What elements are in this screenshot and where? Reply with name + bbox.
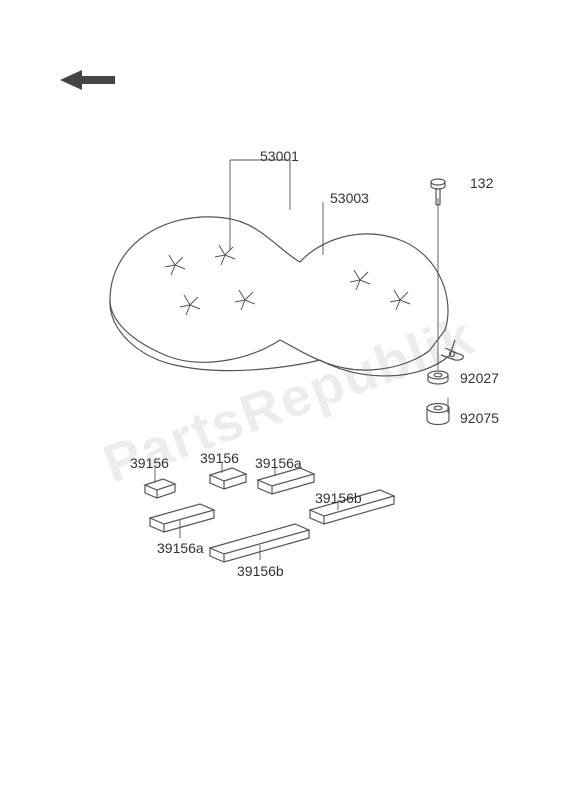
part-label-l_39156b_b: 39156b xyxy=(237,563,284,579)
part-label-l_92075: 92075 xyxy=(460,410,499,426)
part-label-l_53003: 53003 xyxy=(330,190,369,206)
parts-diagram xyxy=(0,0,578,800)
part-label-l_39156b_t: 39156b xyxy=(315,490,362,506)
part-label-l_39156_t2: 39156 xyxy=(200,450,239,466)
part-label-l_53001: 53001 xyxy=(260,148,299,164)
part-label-l_39156a_b: 39156a xyxy=(157,540,204,556)
part-label-l_92027: 92027 xyxy=(460,370,499,386)
part-label-l_39156_t1: 39156 xyxy=(130,455,169,471)
part-label-l_132: 132 xyxy=(470,175,493,191)
part-label-l_39156a_t: 39156a xyxy=(255,455,302,471)
